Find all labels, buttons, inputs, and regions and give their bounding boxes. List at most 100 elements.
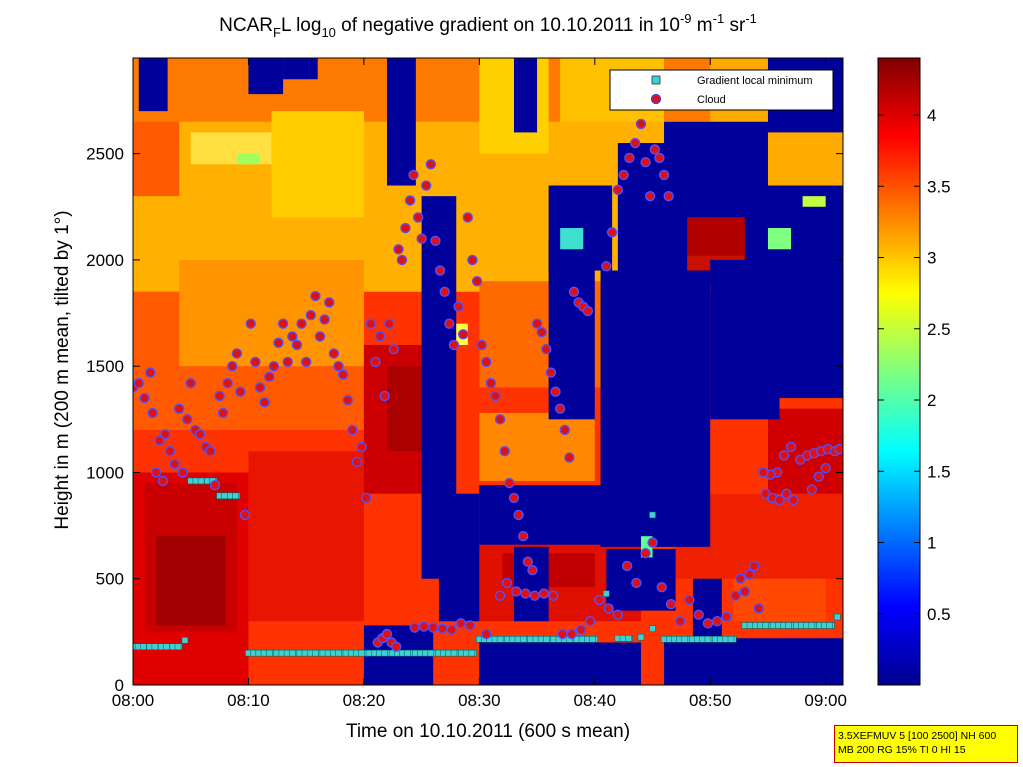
- cloud-point: [658, 169, 670, 181]
- colorbar-tick-label: 1: [927, 534, 936, 553]
- cloud-point: [150, 467, 162, 478]
- cloud-point: [400, 222, 411, 234]
- cloud-point: [471, 275, 483, 287]
- plot-frame: [132, 57, 844, 686]
- cloud-point: [529, 590, 540, 601]
- colorbar-tick-label: 2.5: [927, 320, 951, 339]
- cloud-point: [337, 369, 349, 380]
- cloud-point: [663, 190, 674, 202]
- gradient-minimum-point: [232, 492, 239, 500]
- cloud-point: [511, 586, 522, 597]
- legend-entry-cloud: Cloud: [697, 94, 726, 106]
- cloud-point: [684, 594, 695, 606]
- cloud-point: [235, 386, 246, 397]
- cloud-point: [379, 390, 390, 402]
- cloud-point: [434, 265, 446, 276]
- gradient-minimum-point: [181, 637, 189, 644]
- y-tick-label: 500: [96, 570, 124, 589]
- cloud-point: [259, 397, 270, 408]
- cloud-point: [557, 628, 568, 640]
- cloud-point: [277, 318, 289, 329]
- gradient-minimum-point: [289, 649, 296, 657]
- cloud-point: [494, 414, 506, 425]
- gradient-minimum-point: [704, 636, 712, 643]
- colorbar-frame: [877, 57, 921, 686]
- gradient-minimum-point: [649, 511, 656, 519]
- cloud-point: [629, 137, 641, 149]
- cloud-point: [518, 531, 529, 542]
- cloud-point: [656, 582, 667, 593]
- cloud-point: [702, 618, 714, 629]
- x-tick-label: 08:50: [689, 691, 732, 710]
- chart-title: NCARFL log10 of negative gradient on 10.…: [219, 11, 757, 40]
- gradient-minimum-point: [727, 636, 735, 643]
- legend-box: [609, 69, 834, 111]
- cloud-markers: [133, 118, 843, 652]
- colorbar: [878, 58, 920, 685]
- cloud-point: [501, 577, 513, 589]
- cloud-point: [730, 590, 741, 601]
- cloud-point: [324, 297, 335, 308]
- cloud-point: [173, 403, 185, 414]
- cloud-point: [631, 577, 642, 589]
- cloud-point: [635, 118, 647, 130]
- cloud-point: [351, 456, 363, 468]
- cloud-point: [319, 314, 330, 325]
- cloud-point: [209, 480, 221, 491]
- cloud-point: [430, 235, 441, 246]
- gradient-minimum-point: [265, 649, 273, 657]
- cloud-point: [522, 556, 534, 567]
- cloud-point: [621, 560, 633, 572]
- cloud-point: [508, 492, 520, 504]
- cloud-point: [645, 190, 656, 202]
- cloud-point: [154, 435, 165, 446]
- cloud-point: [374, 331, 386, 342]
- gradient-minimum-point: [468, 649, 476, 657]
- cloud-point: [606, 227, 618, 238]
- cloud-point: [282, 356, 293, 368]
- cloud-point: [361, 492, 372, 504]
- colorbar-tick-label: 3: [927, 249, 936, 268]
- x-axis: 08:00 08:10 08:20 08:30 08:40 08:50 09:00: [112, 58, 847, 710]
- cloud-point: [693, 609, 704, 621]
- cloud-point: [774, 494, 785, 506]
- cloud-point: [612, 184, 624, 195]
- cloud-point: [640, 156, 651, 168]
- gradient-minimum-point: [637, 633, 645, 641]
- cloud-point: [675, 616, 686, 627]
- cloud-point: [365, 318, 377, 329]
- gradient-minimum-point: [785, 622, 792, 629]
- gradient-minimum-point: [335, 649, 342, 657]
- colorbar-tick-label: 2: [927, 391, 936, 410]
- legend-circle-marker: [650, 93, 662, 105]
- cloud-point: [538, 588, 550, 599]
- cloud-point: [548, 590, 559, 601]
- cloud-point: [545, 367, 557, 378]
- cloud-point: [481, 628, 492, 640]
- gradient-minimum-point: [649, 625, 656, 632]
- info-line-1: 3.5XEFMUV 5 [100 2500] NH 600: [838, 730, 997, 742]
- cloud-point: [396, 254, 408, 266]
- cloud-point: [665, 599, 677, 610]
- cloud-point: [813, 471, 824, 482]
- cloud-point: [494, 590, 506, 601]
- cloud-point: [425, 159, 437, 170]
- cloud-point: [594, 594, 605, 606]
- colorbar-tick-label: 1.5: [927, 462, 951, 481]
- cloud-point: [222, 377, 233, 389]
- cloud-point: [504, 477, 515, 489]
- cloud-point: [624, 152, 635, 164]
- cloud-point: [245, 318, 256, 329]
- cloud-point: [654, 152, 665, 164]
- y-tick-label: 2000: [86, 251, 124, 270]
- cloud-point: [564, 452, 575, 463]
- cloud-point: [536, 326, 547, 338]
- cloud-point: [157, 475, 169, 487]
- x-axis-label: Time on 10.10.2011 (600 s mean): [346, 721, 630, 742]
- gradient-minimum-point: [151, 643, 159, 650]
- cloud-point: [457, 329, 469, 340]
- cloud-point: [145, 367, 156, 378]
- gradient-minimum-point: [808, 622, 816, 629]
- cloud-point: [333, 360, 344, 372]
